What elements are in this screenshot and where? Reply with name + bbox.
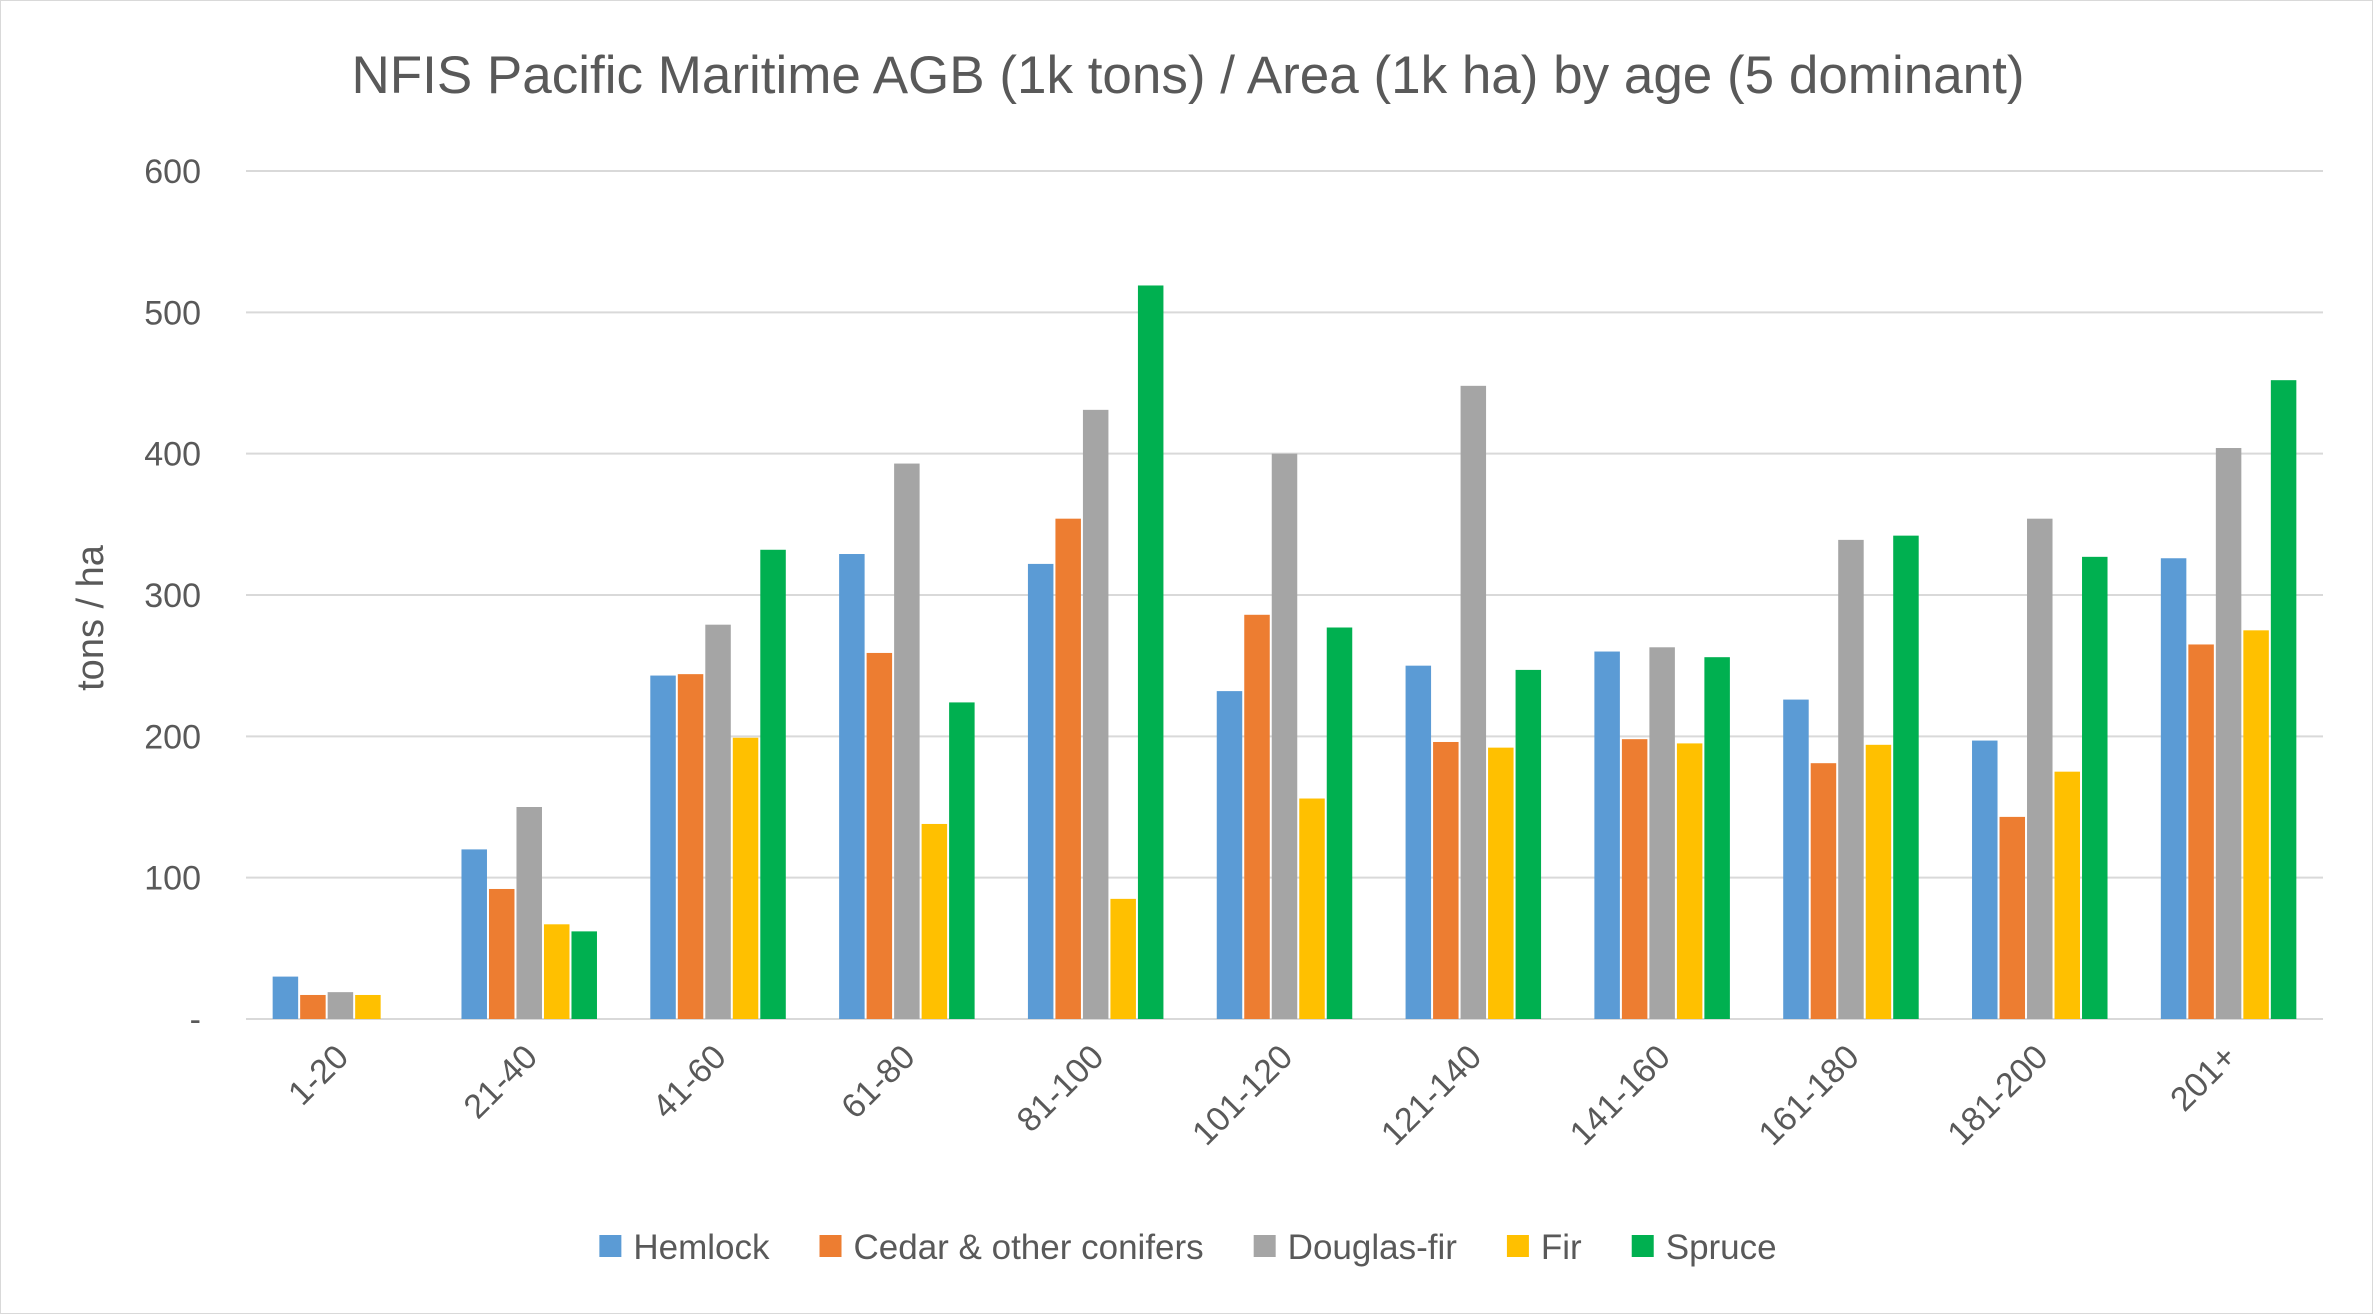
bars	[272, 285, 2297, 1020]
x-tick-label: 101-120	[1185, 1038, 1300, 1153]
bar-cedar-other-conifers-161-180	[1810, 763, 1837, 1019]
legend-swatch-fir	[1506, 1235, 1529, 1257]
bar-fir-41-60	[732, 737, 759, 1019]
bar-fir-81-100	[1110, 898, 1136, 1019]
bar-spruce-41-60	[760, 549, 786, 1019]
bar-douglas-fir-21-40	[516, 807, 542, 1019]
legend: Hemlock Cedar & other conifers Douglas-fir…	[599, 1228, 1777, 1267]
legend-label-spruce: Spruce	[1666, 1228, 1777, 1267]
bar-fir-1-20	[355, 994, 381, 1019]
bar-fir-101-120	[1299, 798, 1325, 1019]
bar-spruce-141-160	[1704, 657, 1730, 1019]
bar-spruce-121-140	[1515, 669, 1542, 1019]
legend-swatch-spruce	[1631, 1235, 1654, 1257]
bar-hemlock-61-80	[839, 554, 865, 1019]
bar-cedar-other-conifers-41-60	[677, 674, 704, 1019]
legend-swatch-hemlock	[599, 1235, 622, 1257]
x-tick-label: 21-40	[457, 1038, 545, 1126]
bar-fir-121-140	[1488, 747, 1514, 1019]
bar-hemlock-41-60	[650, 675, 676, 1019]
y-axis-label: tons / ha	[70, 544, 112, 691]
bar-douglas-fir-81-100	[1082, 409, 1109, 1019]
y-tick-label: 300	[144, 577, 201, 615]
legend-swatch-douglas-fir	[1253, 1235, 1276, 1257]
bar-douglas-fir-61-80	[894, 463, 920, 1019]
x-tick-label: 41-60	[645, 1038, 733, 1126]
bar-cedar-other-conifers-1-20	[300, 994, 326, 1019]
bar-spruce-161-180	[1893, 535, 1919, 1019]
y-axis-ticks: - 100 200 300 400 500 600	[144, 153, 201, 1039]
y-tick-label: 600	[144, 153, 201, 191]
legend-label-douglas-fir: Douglas-fir	[1288, 1228, 1458, 1267]
x-tick-label: 181-200	[1940, 1038, 2055, 1153]
bar-fir-61-80	[921, 823, 948, 1019]
bar-hemlock-201+	[2160, 558, 2187, 1019]
bar-cedar-other-conifers-81-100	[1055, 518, 1081, 1019]
bar-spruce-61-80	[949, 702, 975, 1019]
legend-swatch-cedar-other-conifers	[819, 1235, 842, 1257]
bar-fir-21-40	[543, 924, 570, 1019]
bar-spruce-101-120	[1326, 627, 1353, 1019]
y-tick-label: -	[190, 1001, 201, 1039]
bar-douglas-fir-41-60	[705, 624, 731, 1019]
bar-fir-181-200	[2054, 771, 2081, 1019]
y-tick-label: 200	[144, 718, 201, 756]
legend-label-fir: Fir	[1541, 1228, 1582, 1267]
legend-label-hemlock: Hemlock	[633, 1228, 770, 1267]
bar-hemlock-21-40	[461, 849, 487, 1019]
y-tick-label: 500	[144, 294, 201, 332]
bar-hemlock-181-200	[1972, 740, 1998, 1019]
bar-douglas-fir-201+	[2215, 448, 2242, 1020]
bar-spruce-181-200	[2082, 556, 2108, 1019]
bar-cedar-other-conifers-21-40	[488, 888, 515, 1019]
bar-douglas-fir-121-140	[1460, 385, 1487, 1019]
bar-douglas-fir-101-120	[1271, 453, 1298, 1020]
y-tick-label: 400	[144, 436, 201, 474]
bar-fir-141-160	[1676, 743, 1703, 1019]
bar-hemlock-81-100	[1027, 563, 1054, 1019]
x-tick-label: 1-20	[281, 1038, 356, 1113]
bar-fir-161-180	[1865, 744, 1892, 1019]
bar-douglas-fir-181-200	[2027, 518, 2053, 1019]
bar-cedar-other-conifers-101-120	[1244, 614, 1270, 1019]
bar-douglas-fir-161-180	[1838, 539, 1864, 1019]
bar-spruce-81-100	[1137, 285, 1164, 1020]
y-tick-label: 100	[144, 860, 201, 898]
bar-cedar-other-conifers-121-140	[1433, 741, 1459, 1019]
bar-fir-201+	[2243, 630, 2269, 1019]
x-tick-label: 161-180	[1752, 1038, 1867, 1153]
x-tick-label: 61-80	[834, 1038, 922, 1126]
bar-spruce-201+	[2270, 380, 2297, 1019]
bar-douglas-fir-141-160	[1649, 647, 1675, 1019]
x-tick-label: 121-140	[1374, 1038, 1489, 1153]
bar-cedar-other-conifers-201+	[2188, 644, 2214, 1019]
x-tick-label: 81-100	[1010, 1038, 1112, 1140]
bar-hemlock-141-160	[1594, 651, 1620, 1019]
x-tick-label: 201+	[2163, 1038, 2244, 1119]
bar-hemlock-121-140	[1405, 665, 1432, 1019]
bar-douglas-fir-1-20	[327, 992, 354, 1019]
x-tick-label: 141-160	[1563, 1038, 1678, 1153]
x-axis-ticks: 1-20 21-40 41-60 61-80 81-100 101-120 121-140 1…	[281, 1038, 2244, 1153]
bar-spruce-21-40	[571, 931, 597, 1019]
legend-label-cedar-other-conifers: Cedar & other conifers	[854, 1228, 1204, 1267]
bar-hemlock-101-120	[1216, 691, 1243, 1019]
chart-title: NFIS Pacific Maritime AGB (1k tons) / Ar…	[351, 46, 2024, 105]
bar-cedar-other-conifers-141-160	[1621, 739, 1648, 1019]
bar-cedar-other-conifers-181-200	[1999, 816, 2026, 1019]
bar-cedar-other-conifers-61-80	[866, 652, 893, 1019]
bar-hemlock-1-20	[272, 976, 299, 1019]
bar-hemlock-161-180	[1783, 699, 1809, 1019]
